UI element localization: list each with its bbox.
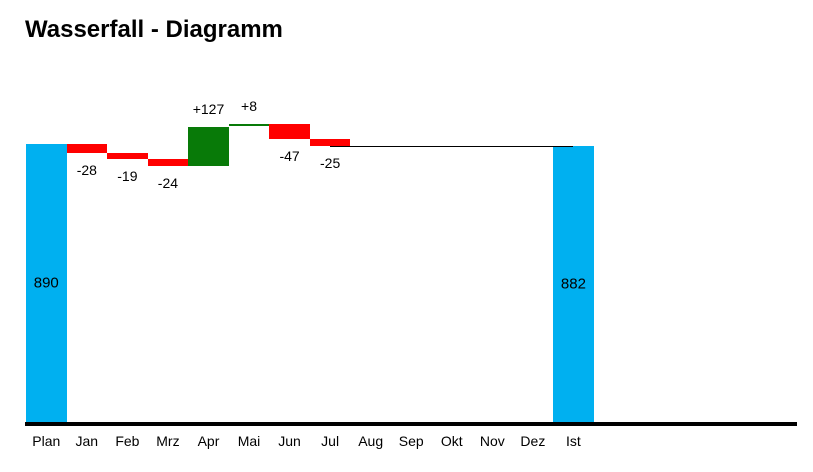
waterfall-bar-ist [553, 146, 594, 422]
bar-value-label-ist: 882 [560, 275, 586, 293]
chart-title: Wasserfall - Diagramm [25, 16, 283, 43]
x-axis-label-mrz: Mrz [156, 433, 180, 449]
x-axis-label-plan: Plan [32, 433, 61, 449]
waterfall-bar-mrz [147, 158, 189, 167]
bar-value-label-plan: 890 [33, 274, 59, 292]
bar-value-label-mai: +8 [241, 98, 257, 114]
x-axis-label-jun: Jun [278, 433, 301, 449]
x-axis-label-jan: Jan [75, 433, 99, 449]
bar-value-label-jan: -28 [76, 161, 97, 178]
x-axis-label-ist: Ist [566, 433, 581, 449]
bar-value-label-jun: -47 [279, 147, 300, 164]
waterfall-bar-jan [66, 144, 108, 153]
waterfall-bar-jul [309, 138, 351, 147]
x-axis-label-sep: Sep [398, 433, 424, 449]
x-axis-label-aug: Aug [358, 433, 384, 449]
x-axis-line [25, 422, 797, 426]
x-axis-label-mai: Mai [237, 433, 261, 449]
bar-value-label-apr: +127 [192, 100, 225, 117]
bar-value-label-mrz: -24 [157, 175, 179, 192]
waterfall-bar-apr [188, 126, 229, 167]
x-axis-label-dez: Dez [520, 433, 546, 449]
waterfall-bar-mai [228, 124, 270, 127]
bar-value-label-jul: -25 [320, 155, 341, 172]
x-axis-label-apr: Apr [197, 433, 220, 449]
x-axis-label-jul: Jul [321, 433, 340, 449]
connector-line [330, 145, 574, 148]
x-axis-label-okt: Okt [440, 433, 463, 449]
x-axis-label-nov: Nov [479, 433, 505, 449]
waterfall-bar-jun [269, 124, 310, 139]
x-axis-label-feb: Feb [115, 433, 140, 449]
waterfall-bar-plan [26, 144, 67, 422]
waterfall-bar-feb [107, 152, 148, 159]
bar-value-label-feb: -19 [117, 167, 138, 184]
